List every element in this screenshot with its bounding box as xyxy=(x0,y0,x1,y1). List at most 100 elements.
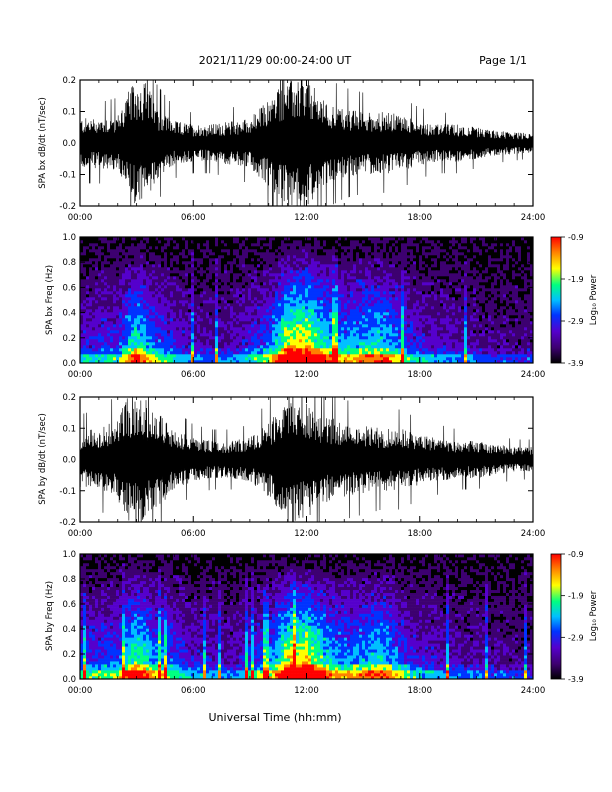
spectrogram-cell xyxy=(146,294,150,298)
spectrogram-cell xyxy=(188,315,192,319)
spectrogram-cell xyxy=(161,348,165,352)
spectrogram-cell xyxy=(359,348,363,352)
spectrogram-cell xyxy=(359,261,363,265)
spectrogram-cell xyxy=(236,315,240,319)
spectrogram-cell xyxy=(302,243,306,247)
spectrogram-cell xyxy=(389,270,393,274)
spectrogram-cell xyxy=(266,357,270,361)
spectrogram-cell xyxy=(164,315,168,319)
spectrogram-cell xyxy=(92,360,96,364)
spectrogram-cell xyxy=(266,288,270,292)
spectrogram-cell xyxy=(428,273,432,277)
spectrogram-cell xyxy=(131,252,135,256)
spectrogram-cell xyxy=(101,267,105,271)
spectrogram-cell xyxy=(359,324,363,328)
spectrogram-cell xyxy=(359,321,363,325)
spectrogram-cell xyxy=(149,255,153,259)
spectrogram-cell xyxy=(278,273,282,277)
spectrogram-cell xyxy=(260,339,264,343)
spectrogram-cell xyxy=(239,339,243,343)
spectrogram-cell xyxy=(320,297,324,301)
spectrogram-cell xyxy=(254,357,258,361)
spectrogram-cell xyxy=(230,258,234,262)
spectrogram-cell xyxy=(332,348,336,352)
spectrogram-cell xyxy=(341,336,345,340)
spectrogram-cell xyxy=(326,288,330,292)
spectrogram-cell xyxy=(158,273,162,277)
spectrogram-cell xyxy=(305,330,309,334)
spectrogram-cell xyxy=(110,249,114,253)
spectrogram-cell xyxy=(395,237,399,241)
spectrogram-cell xyxy=(383,345,387,349)
spectrogram-cell xyxy=(143,300,147,304)
spectrogram-cell xyxy=(263,300,267,304)
spectrogram-cell xyxy=(296,354,300,358)
spectrogram-cell xyxy=(233,333,237,337)
spectrogram-cell xyxy=(92,279,96,283)
spectrogram-cell xyxy=(359,300,363,304)
spectrogram-cell xyxy=(218,291,222,295)
spectrogram-cell xyxy=(263,249,267,253)
spectrogram-cell xyxy=(119,333,123,337)
spectrogram-cell xyxy=(173,309,177,313)
spectrogram-cell xyxy=(260,360,264,364)
spectrogram-cell xyxy=(191,276,195,280)
spectrogram-cell xyxy=(329,324,333,328)
spectrogram-cell xyxy=(119,318,123,322)
spectrogram-cell xyxy=(365,360,369,364)
spectrogram-cell xyxy=(416,324,420,328)
spectrogram-cell xyxy=(311,249,315,253)
spectrogram-cell xyxy=(419,279,423,283)
spectrogram-cell xyxy=(353,321,357,325)
spectrogram-cell xyxy=(389,339,393,343)
spectrogram-cell xyxy=(107,321,111,325)
spectrogram-cell xyxy=(113,252,117,256)
spectrogram-cell xyxy=(86,240,90,244)
spectrogram-cell xyxy=(413,333,417,337)
spectrogram-cell xyxy=(308,267,312,271)
spectrogram-cell xyxy=(122,303,126,307)
spectrogram-cell xyxy=(116,261,120,265)
spectrogram-cell xyxy=(137,288,141,292)
spectrogram-cell xyxy=(404,285,408,289)
spectrogram-cell xyxy=(230,288,234,292)
spectrogram-cell xyxy=(239,279,243,283)
spectrogram-cell xyxy=(308,252,312,256)
spectrogram-cell xyxy=(197,330,201,334)
spectrogram-cell xyxy=(125,267,129,271)
spectrogram-cell xyxy=(155,285,159,289)
spectrogram-cell xyxy=(359,342,363,346)
spectrogram-cell xyxy=(275,252,279,256)
spectrogram-cell xyxy=(248,258,252,262)
spectrogram-cell xyxy=(143,345,147,349)
spectrogram-cell xyxy=(329,252,333,256)
spectrogram-cell xyxy=(197,309,201,313)
spectrogram-cell xyxy=(386,282,390,286)
spectrogram-cell xyxy=(194,351,198,355)
spectrogram-cell xyxy=(329,318,333,322)
spectrogram-cell xyxy=(305,312,309,316)
spectrogram-cell xyxy=(425,270,429,274)
spectrogram-cell xyxy=(176,339,180,343)
spectrogram-cell xyxy=(389,306,393,310)
spectrogram-cell xyxy=(98,351,102,355)
spectrogram-cell xyxy=(98,240,102,244)
spectrogram-cell xyxy=(158,318,162,322)
spectrogram-cell xyxy=(122,237,126,241)
spectrogram-cell xyxy=(263,270,267,274)
spectrogram-cell xyxy=(212,240,216,244)
spectrogram-cell xyxy=(263,240,267,244)
spectrogram-cell xyxy=(206,255,210,259)
spectrogram-cell xyxy=(326,300,330,304)
spectrogram-cell xyxy=(428,240,432,244)
spectrogram-cell xyxy=(257,261,261,265)
spectrogram-cell xyxy=(254,321,258,325)
spectrogram-cell xyxy=(371,279,375,283)
spectrogram-cell xyxy=(320,351,324,355)
spectrogram-cell xyxy=(425,348,429,352)
spectrogram-cell xyxy=(176,324,180,328)
spectrogram-cell xyxy=(167,336,171,340)
spectrogram-cell xyxy=(401,357,405,361)
spectrogram-cell xyxy=(248,288,252,292)
spectrogram-cell xyxy=(194,249,198,253)
